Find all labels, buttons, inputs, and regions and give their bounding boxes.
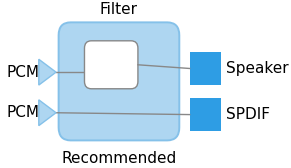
Text: SPDIF: SPDIF xyxy=(226,107,270,122)
Text: Speaker: Speaker xyxy=(226,61,288,76)
FancyBboxPatch shape xyxy=(58,22,179,140)
Bar xyxy=(190,52,221,85)
Polygon shape xyxy=(39,59,56,85)
Bar xyxy=(190,98,221,131)
Text: Recommended: Recommended xyxy=(61,152,177,166)
Text: Filter: Filter xyxy=(100,2,138,17)
Polygon shape xyxy=(39,100,56,126)
FancyBboxPatch shape xyxy=(84,41,138,89)
Text: PCM: PCM xyxy=(7,65,40,80)
Text: PCM: PCM xyxy=(7,105,40,120)
